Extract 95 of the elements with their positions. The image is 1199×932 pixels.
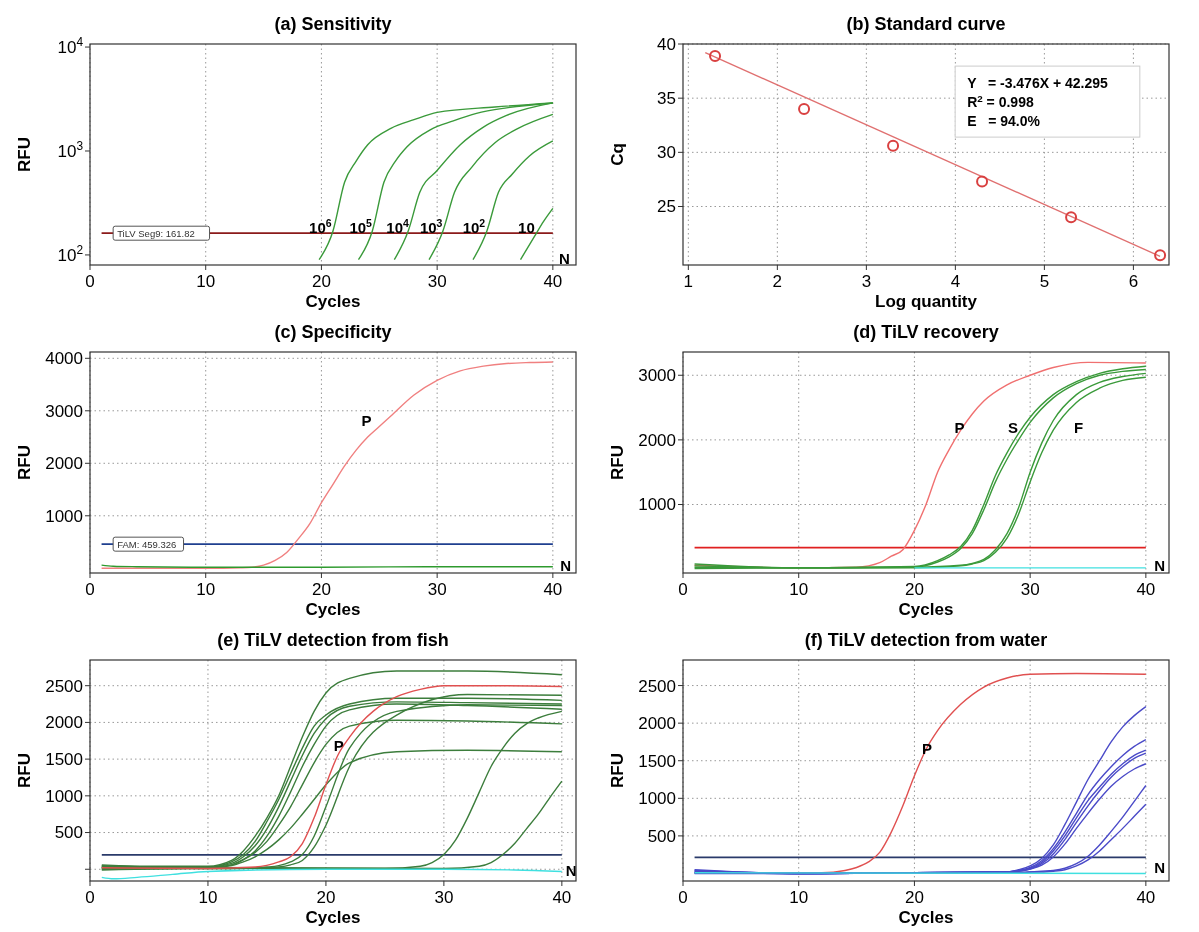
annotation: P bbox=[921, 739, 932, 757]
ref-line-label: TiLV Seg9: 161.82 bbox=[117, 227, 195, 239]
y-tick-label: 25 bbox=[657, 197, 676, 217]
y-tick-label: 1000 bbox=[638, 789, 676, 809]
x-tick-label: 3 bbox=[861, 272, 872, 291]
x-tick-label: 10 bbox=[196, 272, 216, 291]
x-tick-label: 10 bbox=[789, 580, 809, 599]
annotation: Y = -3.476X + 42.295 bbox=[967, 75, 1108, 92]
x-tick-label: 2 bbox=[772, 272, 783, 291]
x-tick-label: 40 bbox=[543, 272, 563, 291]
chart-title: (d) TiLV recovery bbox=[853, 322, 999, 342]
x-axis-title: Cycles bbox=[305, 292, 361, 311]
x-tick-label: 30 bbox=[427, 272, 447, 291]
y-tick-label: 40 bbox=[657, 34, 676, 54]
x-axis-title: Log quantity bbox=[875, 292, 978, 311]
x-tick-label: 6 bbox=[1128, 272, 1139, 291]
x-tick-label: 20 bbox=[316, 888, 336, 907]
y-tick-label: 2500 bbox=[638, 676, 676, 696]
x-axis-title: Cycles bbox=[305, 600, 361, 619]
chart-title: (c) Specificity bbox=[274, 322, 392, 342]
y-tick-label: 1500 bbox=[638, 751, 676, 771]
x-tick-label: 30 bbox=[427, 580, 447, 599]
x-axis-title: Cycles bbox=[898, 908, 954, 927]
x-tick-label: 0 bbox=[678, 888, 688, 907]
x-axis-title: Cycles bbox=[898, 600, 954, 619]
y-tick-label: 2000 bbox=[638, 714, 676, 734]
annotation: 10$^{3}$ bbox=[419, 216, 443, 236]
chart-title: (b) Standard curve bbox=[846, 14, 1006, 34]
ref-line-label: FAM: 459.326 bbox=[117, 538, 177, 550]
y-tick-label: 500 bbox=[54, 823, 83, 843]
annotation: N bbox=[558, 249, 570, 267]
annotation: P bbox=[333, 737, 344, 755]
y-tick-label: 2000 bbox=[45, 454, 83, 474]
y-tick-label: 10$^{4}$ bbox=[57, 35, 84, 57]
y-tick-label: 500 bbox=[647, 826, 676, 846]
chart-title: (a) Sensitivity bbox=[274, 14, 392, 34]
x-tick-label: 5 bbox=[1039, 272, 1050, 291]
x-tick-label: 20 bbox=[311, 272, 331, 291]
x-tick-label: 40 bbox=[543, 580, 563, 599]
y-tick-label: 2000 bbox=[45, 713, 83, 733]
x-tick-label: 40 bbox=[1136, 580, 1156, 599]
x-tick-label: 0 bbox=[678, 580, 688, 599]
x-axis-title: Cycles bbox=[305, 908, 361, 927]
annotation: 10$^{4}$ bbox=[386, 216, 410, 236]
y-tick-label: 2000 bbox=[638, 430, 676, 450]
annotation: 10$^{2}$ bbox=[462, 216, 486, 236]
y-axis-title: RFU bbox=[15, 137, 34, 172]
x-tick-label: 0 bbox=[85, 888, 95, 907]
y-tick-label: 1500 bbox=[45, 750, 83, 770]
x-tick-label: 30 bbox=[1020, 888, 1040, 907]
y-axis-title: Cq bbox=[608, 143, 627, 166]
x-tick-label: 0 bbox=[85, 272, 95, 291]
annotation: N bbox=[1154, 556, 1166, 574]
annotation: 10 bbox=[518, 218, 535, 236]
x-tick-label: 10 bbox=[196, 580, 216, 599]
annotation: 10$^{5}$ bbox=[349, 216, 373, 236]
y-tick-label: 1000 bbox=[638, 495, 676, 515]
annotation: 10$^{6}$ bbox=[309, 216, 332, 236]
x-tick-label: 40 bbox=[552, 888, 572, 907]
chart-title: (e) TiLV detection from fish bbox=[217, 630, 449, 650]
annotation: P bbox=[361, 411, 372, 429]
y-axis-title: RFU bbox=[608, 445, 627, 480]
annotation: R$^{2}$ = 0.998 bbox=[967, 92, 1034, 111]
y-tick-label: 3000 bbox=[45, 401, 83, 421]
y-tick-label: 1000 bbox=[45, 786, 83, 806]
y-tick-label: 35 bbox=[657, 89, 676, 109]
x-tick-label: 20 bbox=[904, 888, 924, 907]
x-tick-label: 10 bbox=[198, 888, 218, 907]
x-tick-label: 1 bbox=[683, 272, 694, 291]
x-tick-label: 30 bbox=[1020, 580, 1040, 599]
annotation: N bbox=[560, 556, 572, 574]
y-tick-label: 10$^{3}$ bbox=[57, 138, 84, 161]
annotation: S bbox=[1007, 419, 1018, 437]
annotation: N bbox=[565, 861, 577, 879]
x-tick-label: 0 bbox=[85, 580, 95, 599]
y-tick-label: 2500 bbox=[45, 676, 83, 696]
annotation: E = 94.0% bbox=[967, 113, 1041, 130]
x-tick-label: 20 bbox=[904, 580, 924, 599]
x-tick-label: 20 bbox=[311, 580, 331, 599]
x-tick-label: 40 bbox=[1136, 888, 1156, 907]
x-tick-label: 10 bbox=[789, 888, 809, 907]
annotation: N bbox=[1154, 858, 1166, 876]
y-tick-label: 30 bbox=[657, 143, 676, 163]
y-axis-title: RFU bbox=[15, 753, 34, 788]
y-tick-label: 4000 bbox=[45, 349, 83, 369]
y-axis-title: RFU bbox=[608, 753, 627, 788]
x-tick-label: 30 bbox=[434, 888, 454, 907]
y-tick-label: 3000 bbox=[638, 366, 676, 386]
annotation: P bbox=[954, 419, 965, 437]
chart-title: (f) TiLV detection from water bbox=[804, 630, 1048, 650]
y-tick-label: 1000 bbox=[45, 506, 83, 526]
x-tick-label: 4 bbox=[950, 272, 961, 291]
y-axis-title: RFU bbox=[15, 445, 34, 480]
y-tick-label: 10$^{2}$ bbox=[57, 242, 84, 265]
annotation: F bbox=[1074, 419, 1084, 437]
